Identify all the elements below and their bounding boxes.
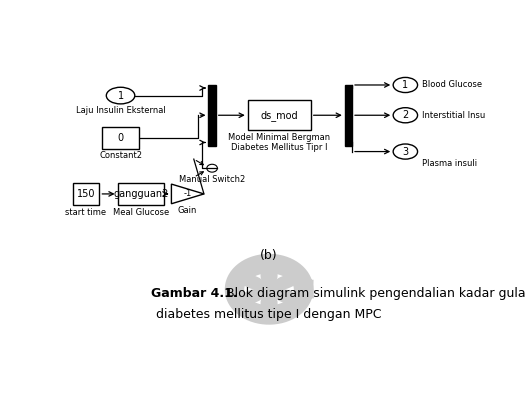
Ellipse shape [393,108,417,123]
Text: 2: 2 [402,110,408,120]
Text: Blok diagram simulink pengendalian kadar gula darah: Blok diagram simulink pengendalian kadar… [222,287,525,300]
Text: diabetes mellitus tipe I dengan MPC: diabetes mellitus tipe I dengan MPC [156,309,382,321]
Ellipse shape [271,274,300,290]
Ellipse shape [238,274,267,290]
FancyBboxPatch shape [118,183,164,205]
Text: 1: 1 [118,90,123,101]
Text: Manual Switch2: Manual Switch2 [179,175,245,184]
Ellipse shape [393,77,417,93]
Text: 3: 3 [402,147,408,156]
Text: Blood Glucose: Blood Glucose [422,81,482,90]
Circle shape [260,283,278,296]
FancyBboxPatch shape [208,85,216,145]
FancyBboxPatch shape [248,100,311,130]
Ellipse shape [106,87,135,104]
Text: start time: start time [66,208,107,217]
Text: Gain: Gain [178,206,197,215]
Text: 0: 0 [118,133,123,143]
Ellipse shape [238,288,267,305]
Text: Gambar 4.1.: Gambar 4.1. [151,287,238,300]
Text: Plasma insuli: Plasma insuli [422,159,477,168]
Text: Interstitial Insu: Interstitial Insu [422,111,485,120]
Text: 1: 1 [402,80,408,90]
Text: Model Minimal Bergman
Diabetes Mellitus Tipr I: Model Minimal Bergman Diabetes Mellitus … [228,133,330,152]
Text: Meal Glucose: Meal Glucose [113,208,169,217]
Ellipse shape [260,292,278,315]
FancyBboxPatch shape [345,85,352,145]
Text: gangguan2: gangguan2 [113,189,169,199]
Polygon shape [172,184,204,204]
Ellipse shape [271,288,300,305]
Text: -1: -1 [184,189,192,198]
Ellipse shape [393,144,417,159]
Text: Constant2: Constant2 [99,151,142,160]
Text: ds_mod: ds_mod [260,110,298,121]
Text: 150: 150 [77,189,95,199]
Text: (b): (b) [260,250,278,263]
FancyBboxPatch shape [72,183,99,206]
FancyBboxPatch shape [102,127,139,149]
Ellipse shape [260,263,278,287]
Text: Laju Insulin Eksternal: Laju Insulin Eksternal [76,107,165,115]
